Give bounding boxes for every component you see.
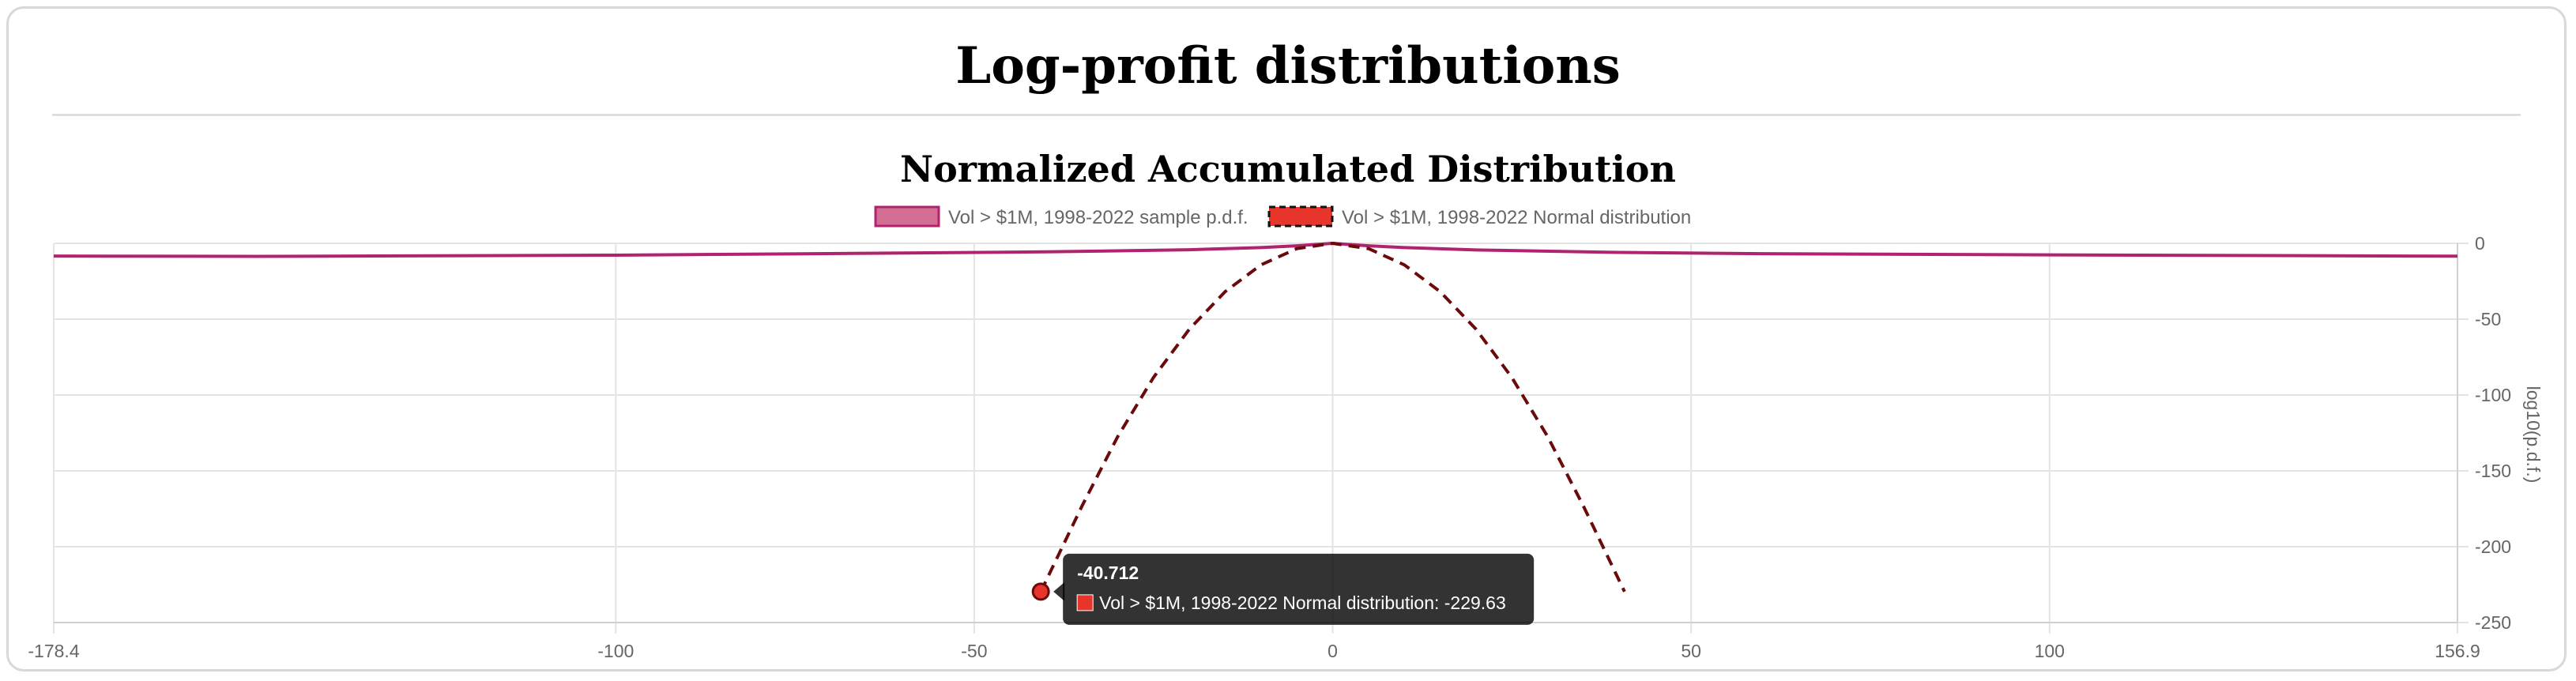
tooltip-caret xyxy=(1053,581,1065,601)
tick-labels: -178.4 -100 -50 0 50 100 156.9 0 -50 -100 -150 -200… xyxy=(28,233,2511,661)
x-tick-label: 50 xyxy=(1681,641,1701,661)
x-tick-label: 156.9 xyxy=(2435,641,2480,661)
x-tick-label: -178.4 xyxy=(28,641,79,661)
x-tick-label: 0 xyxy=(1328,641,1338,661)
y-tick-label: -200 xyxy=(2475,536,2511,557)
legend-label-sample-pdf[interactable]: Vol > $1M, 1998-2022 sample p.d.f. xyxy=(948,207,1248,228)
legend-swatch-normal-distribution[interactable] xyxy=(1267,205,1334,228)
series-layer xyxy=(53,242,2458,593)
y-tick-label: 0 xyxy=(2475,233,2485,254)
tooltip-title: -40.712 xyxy=(1077,562,1139,583)
tooltip-box xyxy=(1063,553,1535,625)
highlighted-data-point[interactable] xyxy=(1031,582,1050,601)
series-line-sample-pdf[interactable] xyxy=(53,242,2458,258)
x-tick-label: -100 xyxy=(597,641,634,661)
series-line-normal-distribution[interactable] xyxy=(1039,242,1626,593)
y-tick-label: -100 xyxy=(2475,385,2511,405)
title-divider xyxy=(52,114,2521,116)
tooltip-swatch xyxy=(1076,594,1094,611)
tooltip: -40.712 Vol > $1M, 1998-2022 Normal distr… xyxy=(1031,553,1535,625)
tooltip-label: Vol > $1M, 1998-2022 Normal distribution… xyxy=(1099,593,1506,613)
x-tick-label: -50 xyxy=(961,641,987,661)
page-title: Log-profit distributions xyxy=(955,36,1621,96)
legend: Vol > $1M, 1998-2022 sample p.d.f. Vol > … xyxy=(874,205,1691,228)
legend-label-normal-distribution[interactable]: Vol > $1M, 1998-2022 Normal distribution xyxy=(1342,207,1691,228)
chart-title: Normalized Accumulated Distribution xyxy=(900,148,1676,190)
x-tick-label: 100 xyxy=(2035,641,2065,661)
y-tick-label: -250 xyxy=(2475,612,2511,633)
y-axis-title: log10(p.d.f.) xyxy=(2523,386,2544,483)
y-tick-label: -150 xyxy=(2475,461,2511,481)
legend-swatch-sample-pdf[interactable] xyxy=(874,205,940,228)
y-tick-label: -50 xyxy=(2475,309,2501,329)
